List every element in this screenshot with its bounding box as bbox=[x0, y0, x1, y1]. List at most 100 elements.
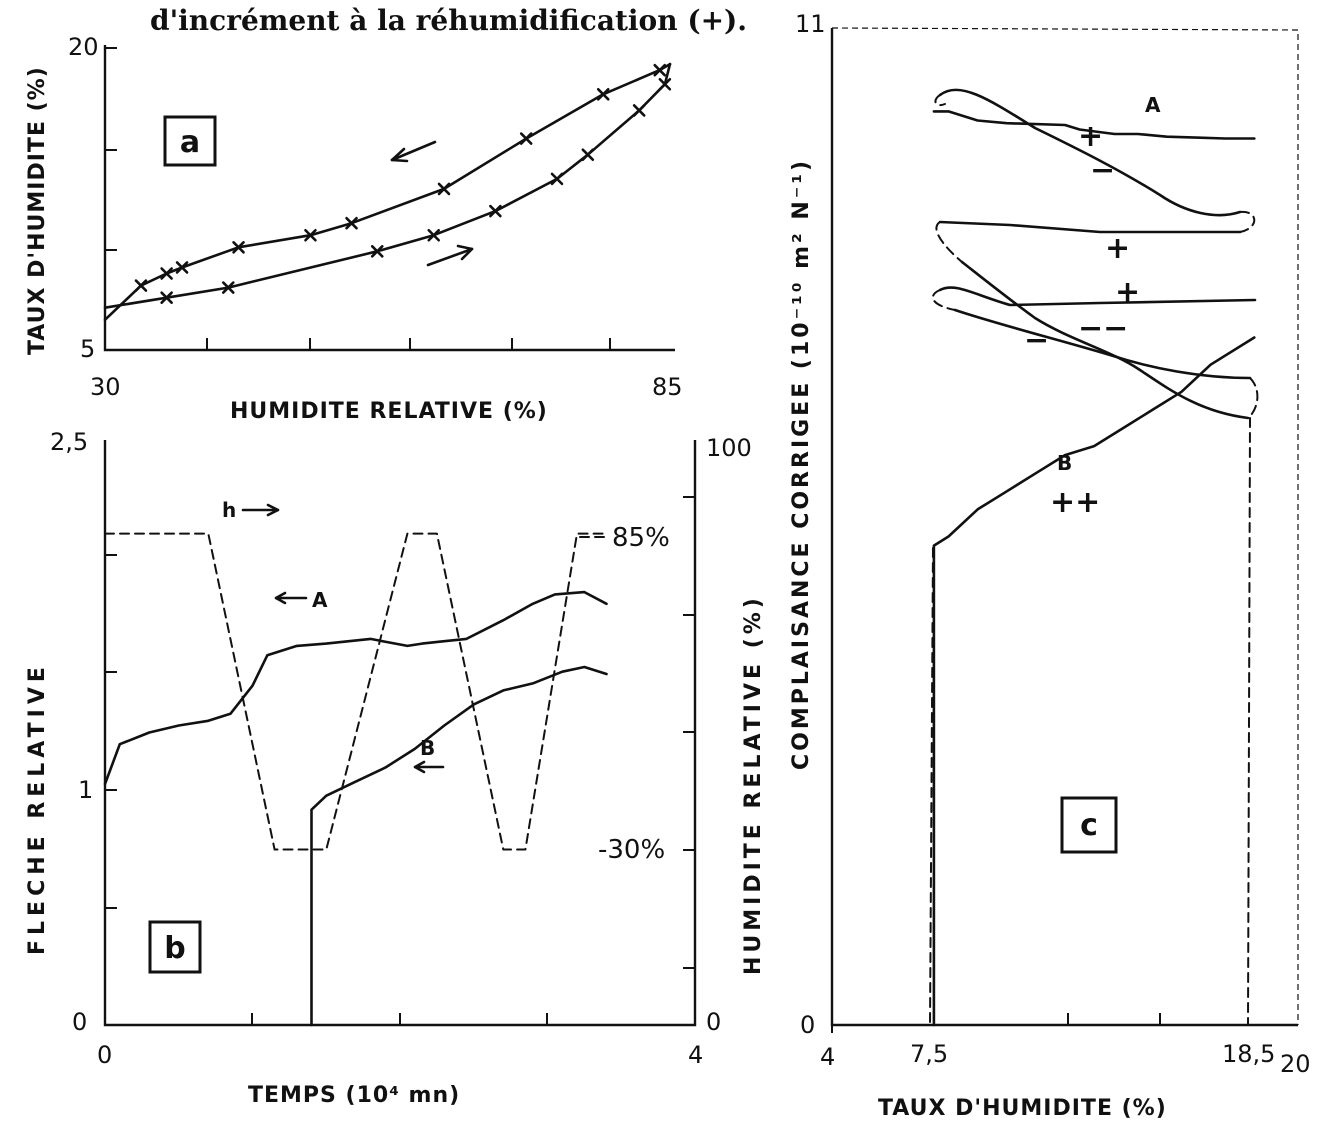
panel-b-ytick-right-label: 0 bbox=[706, 1008, 721, 1036]
annotation-curve-b: B bbox=[1057, 451, 1072, 475]
arrow-left bbox=[413, 760, 445, 774]
panel-a-ytick-label: 20 bbox=[68, 33, 99, 61]
panel-c-series-a bbox=[932, 110, 1256, 140]
panel-a-point bbox=[232, 241, 245, 254]
panel-b-xtick-label: 0 bbox=[97, 1041, 112, 1069]
loop-low-lower bbox=[953, 308, 1252, 380]
panel-a-series-line bbox=[103, 62, 672, 309]
loop-mid-dash2 bbox=[935, 221, 963, 263]
annotation-a: A bbox=[312, 588, 328, 612]
loop-a-lower bbox=[938, 88, 1242, 217]
loop-a-dash bbox=[934, 94, 946, 106]
panel-c-series-b bbox=[932, 336, 1256, 1027]
panel-b-ytick-right-label: 100 bbox=[706, 434, 752, 462]
panel-a-point bbox=[489, 204, 502, 218]
panel-a-point bbox=[653, 63, 667, 77]
annotation-plus: + bbox=[1115, 275, 1140, 310]
panel-b-series-h bbox=[104, 532, 608, 851]
annotation-plus: + bbox=[1105, 231, 1130, 266]
annotation-h: h bbox=[222, 498, 236, 522]
panel-a-point bbox=[658, 77, 672, 91]
annotation-30: -30% bbox=[598, 835, 665, 865]
panel-c-label-box bbox=[1060, 796, 1118, 854]
annotation-minus: − bbox=[1024, 323, 1049, 358]
panel-b-xlabel: TEMPS (10⁴ mn) bbox=[248, 1083, 460, 1108]
panel-a-point bbox=[427, 228, 441, 242]
panel-a-point bbox=[345, 216, 358, 230]
panel-b-ytick-label: 0 bbox=[72, 1008, 87, 1036]
panel-c-xtick-label: 7,5 bbox=[910, 1040, 948, 1068]
panel-a-point bbox=[134, 279, 148, 292]
annotation-plus: + bbox=[1078, 119, 1103, 154]
panel-c-ylabel: COMPLAISANCE CORRIGEE (10⁻¹⁰ m² N⁻¹) bbox=[789, 158, 814, 770]
loop-mid-dash bbox=[1239, 210, 1256, 233]
annotation-b: B bbox=[420, 736, 435, 760]
loop-low-dash2 bbox=[1247, 377, 1259, 419]
panel-b-series-a bbox=[103, 590, 608, 786]
panel-a-point bbox=[632, 104, 646, 117]
loop-low-dash bbox=[931, 289, 956, 311]
panel-c-ytick-label: 0 bbox=[800, 1011, 815, 1039]
guide-185 bbox=[1247, 417, 1251, 1026]
panel-b: 2,5 1 0 100 0 0 4 TEMPS (10⁴ mn) FLECHE … bbox=[25, 428, 766, 1108]
arrow-right bbox=[241, 503, 280, 517]
annotation-minus-minus: −− bbox=[1078, 311, 1128, 346]
panel-b-xtick-label: 4 bbox=[688, 1041, 703, 1069]
arrow-head bbox=[390, 147, 409, 163]
panel-c-xlabel: TAUX D'HUMIDITE (%) bbox=[878, 1096, 1167, 1121]
panel-c-xtick-label: 20 bbox=[1280, 1050, 1311, 1078]
panel-a-xlabel: HUMIDITE RELATIVE (%) bbox=[230, 399, 548, 424]
panel-a-point bbox=[160, 291, 173, 304]
panel-a: 20 5 30 85 HUMIDITE RELATIVE (%) TAUX D'… bbox=[25, 33, 683, 424]
arrow-desorption bbox=[390, 140, 437, 162]
loop-mid-lower bbox=[960, 260, 1250, 420]
panel-b-label: b bbox=[164, 931, 185, 966]
panel-c-xtick-label: 4 bbox=[820, 1043, 835, 1071]
panel-b-ytick-label: 2,5 bbox=[50, 428, 88, 456]
panel-a-ylabel: TAUX D'HUMIDITE (%) bbox=[25, 66, 50, 355]
panel-c-xtick-label: 18,5 bbox=[1222, 1040, 1275, 1068]
arrow-left bbox=[274, 591, 308, 605]
panel-c: 11 0 4 7,5 18,5 20 TAUX D'HUMIDITE (%) C… bbox=[789, 10, 1311, 1121]
panel-a-curves bbox=[103, 62, 672, 322]
panel-c-frame bbox=[831, 27, 1299, 1025]
panel-a-point bbox=[550, 172, 564, 186]
annotation-plus-plus: ++ bbox=[1050, 485, 1100, 520]
panel-a-point bbox=[581, 148, 595, 162]
panel-a-point bbox=[519, 132, 533, 145]
panel-a-point bbox=[175, 261, 189, 274]
panel-a-series-line bbox=[103, 62, 672, 322]
panel-a-axes bbox=[103, 45, 675, 352]
panel-a-point bbox=[596, 88, 610, 101]
annotation-minus: − bbox=[1090, 153, 1115, 188]
arrow-head bbox=[456, 244, 474, 261]
loop-low-upper bbox=[938, 286, 1257, 307]
panel-a-point bbox=[221, 281, 235, 294]
panel-c-label: c bbox=[1080, 808, 1098, 843]
panel-a-point bbox=[437, 182, 451, 196]
panel-c-ytick-label: 11 bbox=[795, 10, 826, 38]
panel-b-series-b bbox=[310, 665, 608, 1027]
arrow-absorption bbox=[426, 247, 474, 267]
panel-a-point bbox=[370, 245, 384, 258]
annotation-85: 85% bbox=[612, 523, 670, 553]
panel-a-ytick-label: 5 bbox=[80, 335, 95, 363]
annotation-curve-a: A bbox=[1145, 93, 1161, 117]
panel-a-xtick-label: 85 bbox=[652, 373, 683, 401]
panel-b-ylabel-right: HUMIDITE RELATIVE (%) bbox=[741, 594, 766, 975]
panel-c-curves bbox=[932, 110, 1256, 1027]
panel-b-label-box bbox=[148, 920, 202, 974]
panel-a-label: a bbox=[180, 125, 200, 160]
panel-a-point bbox=[160, 267, 173, 280]
caption: d'incrément à la réhumidification (+). bbox=[150, 4, 747, 37]
panel-b-curves bbox=[103, 532, 608, 1027]
panel-c-axes bbox=[830, 28, 1298, 1027]
panel-a-xtick-label: 30 bbox=[90, 373, 121, 401]
loop-mid-upper bbox=[938, 220, 1242, 234]
panel-a-label-box bbox=[163, 115, 217, 167]
panel-b-ylabel: FLECHE RELATIVE bbox=[25, 662, 50, 955]
panel-b-ytick-label: 1 bbox=[78, 776, 93, 804]
guide-75 bbox=[929, 547, 934, 1026]
panel-a-point bbox=[304, 228, 317, 242]
